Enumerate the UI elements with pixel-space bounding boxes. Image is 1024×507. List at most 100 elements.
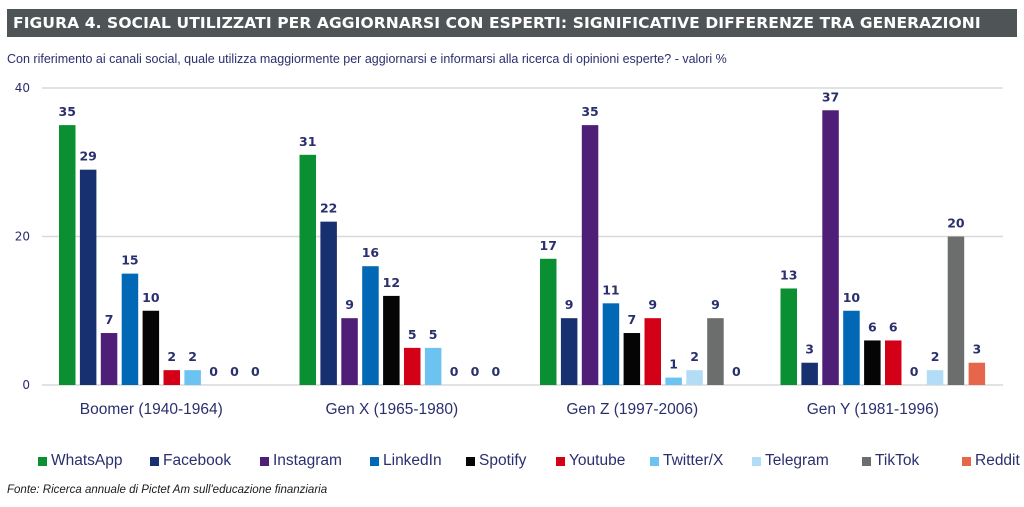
chart-subtitle: Con riferimento ai canali social, quale …: [7, 52, 727, 66]
legend-swatch-icon: [862, 456, 871, 466]
data-label: 2: [188, 349, 197, 364]
bar-linkedin: [843, 310, 860, 385]
data-label: 31: [299, 134, 316, 149]
legend-label: TikTok: [875, 452, 920, 469]
bar-instagram: [100, 333, 118, 385]
bar-spotify: [864, 340, 881, 385]
bar-spotify: [142, 310, 160, 385]
data-label: 0: [491, 364, 500, 379]
category-labels: Boomer (1940-1964) Gen X (1965-1980) Gen Z…: [80, 401, 939, 418]
legend-label: Facebook: [163, 452, 232, 469]
legend-label: Spotify: [479, 452, 527, 469]
data-label: 2: [931, 349, 940, 364]
legend-label: Reddit: [975, 452, 1020, 469]
data-label: 5: [408, 327, 417, 342]
data-label: 9: [565, 297, 574, 312]
y-tick-label: 20: [15, 230, 30, 244]
data-label: 0: [230, 364, 239, 379]
bar-youtube: [885, 340, 902, 385]
bar-linkedin: [362, 266, 379, 385]
legend-item-facebook: Facebook: [150, 452, 231, 470]
data-label: 1: [669, 357, 678, 372]
legend-item-linkedin: LinkedIn: [370, 452, 442, 470]
bar-linkedin: [602, 303, 620, 385]
legend-swatch-icon: [38, 456, 47, 466]
bar-whatsapp: [780, 288, 797, 385]
legend-item-twitter-x: Twitter/X: [650, 452, 723, 470]
data-label: 3: [972, 342, 981, 357]
y-tick-label: 40: [15, 81, 30, 95]
data-label: 16: [362, 245, 380, 260]
data-label: 20: [947, 216, 965, 231]
bar-facebook: [79, 169, 97, 385]
legend-swatch-icon: [650, 456, 659, 466]
data-label: 0: [209, 364, 218, 379]
data-label: 7: [105, 312, 114, 327]
data-label: 3: [805, 342, 814, 357]
legend-swatch-icon: [370, 456, 379, 466]
bar-tiktok: [947, 236, 965, 385]
source-note: Fonte: Ricerca annuale di Pictet Am sull…: [7, 484, 328, 496]
data-label: 0: [471, 364, 480, 379]
data-label: 29: [79, 149, 96, 164]
bar-whatsapp: [299, 154, 316, 385]
data-label: 37: [822, 89, 839, 104]
bar-instagram: [822, 110, 839, 386]
bar-twitter-x: [665, 377, 682, 385]
data-label: 22: [320, 201, 337, 216]
bars: [59, 110, 986, 386]
bar-youtube: [163, 370, 180, 385]
bar-instagram: [341, 318, 358, 385]
legend-item-spotify: Spotify: [466, 452, 526, 470]
legend-item-whatsapp: WhatsApp: [38, 452, 123, 470]
legend-item-telegram: Telegram: [752, 452, 829, 470]
category-label: Gen Y (1981-1996): [807, 401, 939, 418]
gridlines: [42, 87, 1003, 386]
data-label: 9: [345, 297, 354, 312]
data-label: 0: [732, 364, 741, 379]
bar-whatsapp: [540, 258, 557, 385]
data-label: 9: [711, 297, 720, 312]
data-label: 5: [429, 327, 438, 342]
bar-facebook: [801, 362, 818, 385]
data-label: 13: [780, 267, 797, 282]
bar-youtube: [644, 318, 661, 385]
legend-label: WhatsApp: [51, 452, 123, 469]
bar-whatsapp: [59, 125, 76, 385]
legend-item-reddit: Reddit: [962, 452, 1020, 470]
chart-legend: WhatsApp Facebook Instagram LinkedIn Spotify…: [0, 452, 1024, 474]
legend-swatch-icon: [260, 456, 269, 466]
data-label: 7: [627, 312, 636, 327]
legend-swatch-icon: [962, 456, 971, 466]
data-label: 0: [450, 364, 459, 379]
data-label: 6: [889, 319, 898, 334]
legend-item-tiktok: TikTok: [862, 452, 919, 470]
data-label: 10: [843, 290, 861, 305]
bar-reddit: [968, 362, 986, 385]
legend-item-instagram: Instagram: [260, 452, 342, 470]
bar-spotify: [383, 295, 400, 385]
legend-label: Twitter/X: [663, 452, 724, 469]
bar-linkedin: [121, 273, 139, 385]
data-label: 11: [602, 282, 619, 297]
data-label: 2: [167, 349, 176, 364]
category-label: Boomer (1940-1964): [80, 401, 223, 418]
y-axis-ticks: 0 20 40: [15, 81, 30, 392]
bar-telegram: [686, 370, 703, 385]
y-tick-label: 0: [22, 378, 30, 392]
data-label: 6: [868, 319, 877, 334]
bar-instagram: [581, 125, 599, 385]
bar-twitter-x: [184, 370, 201, 385]
data-label: 9: [648, 297, 657, 312]
bar-facebook: [560, 318, 578, 385]
data-label: 0: [910, 364, 919, 379]
data-label: 2: [690, 349, 699, 364]
legend-swatch-icon: [466, 456, 475, 466]
legend-label: LinkedIn: [383, 452, 442, 469]
bar-youtube: [404, 347, 421, 385]
data-label: 15: [121, 253, 138, 268]
data-label: 35: [59, 104, 76, 119]
bar-facebook: [320, 221, 337, 385]
